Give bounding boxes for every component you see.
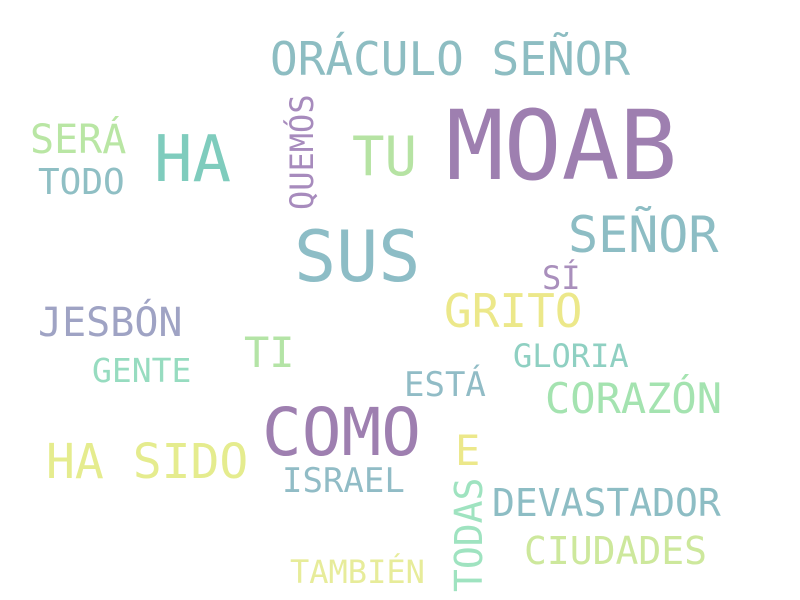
word-senor: SEÑOR: [568, 206, 719, 264]
word-sus: SUS: [294, 216, 421, 298]
word-corazon: CORAZÓN: [545, 374, 723, 423]
word-todo: TODO: [38, 162, 125, 203]
word-gente: GENTE: [92, 351, 192, 390]
word-grito: GRITO: [444, 284, 583, 338]
word-esta: ESTÁ: [404, 365, 486, 405]
word-gloria: GLORIA: [513, 337, 629, 375]
word-moab: MOAB: [446, 90, 678, 202]
word-tambien: TAMBIÉN: [290, 553, 425, 591]
word-ti: TI: [244, 328, 295, 377]
word-israel: ISRAEL: [282, 461, 405, 501]
word-quemos: QUEMÓS: [283, 94, 321, 210]
word-todas: TODAS: [447, 477, 491, 592]
word-ha: HA: [154, 123, 232, 197]
word-devastador: DEVASTADOR: [492, 481, 721, 525]
word-ciudades: CIUDADES: [524, 529, 708, 573]
word-como: COMO: [262, 394, 421, 471]
word-sera: SERÁ: [30, 117, 127, 163]
word-oraculo-senor: ORÁCULO SEÑOR: [270, 32, 631, 86]
word-si: SÍ: [542, 259, 581, 297]
word-jesbon: JESBÓN: [38, 300, 183, 346]
word-e: E: [455, 426, 481, 475]
word-tu: TU: [352, 125, 418, 188]
word-ha-sido: HA SIDO: [46, 434, 249, 490]
